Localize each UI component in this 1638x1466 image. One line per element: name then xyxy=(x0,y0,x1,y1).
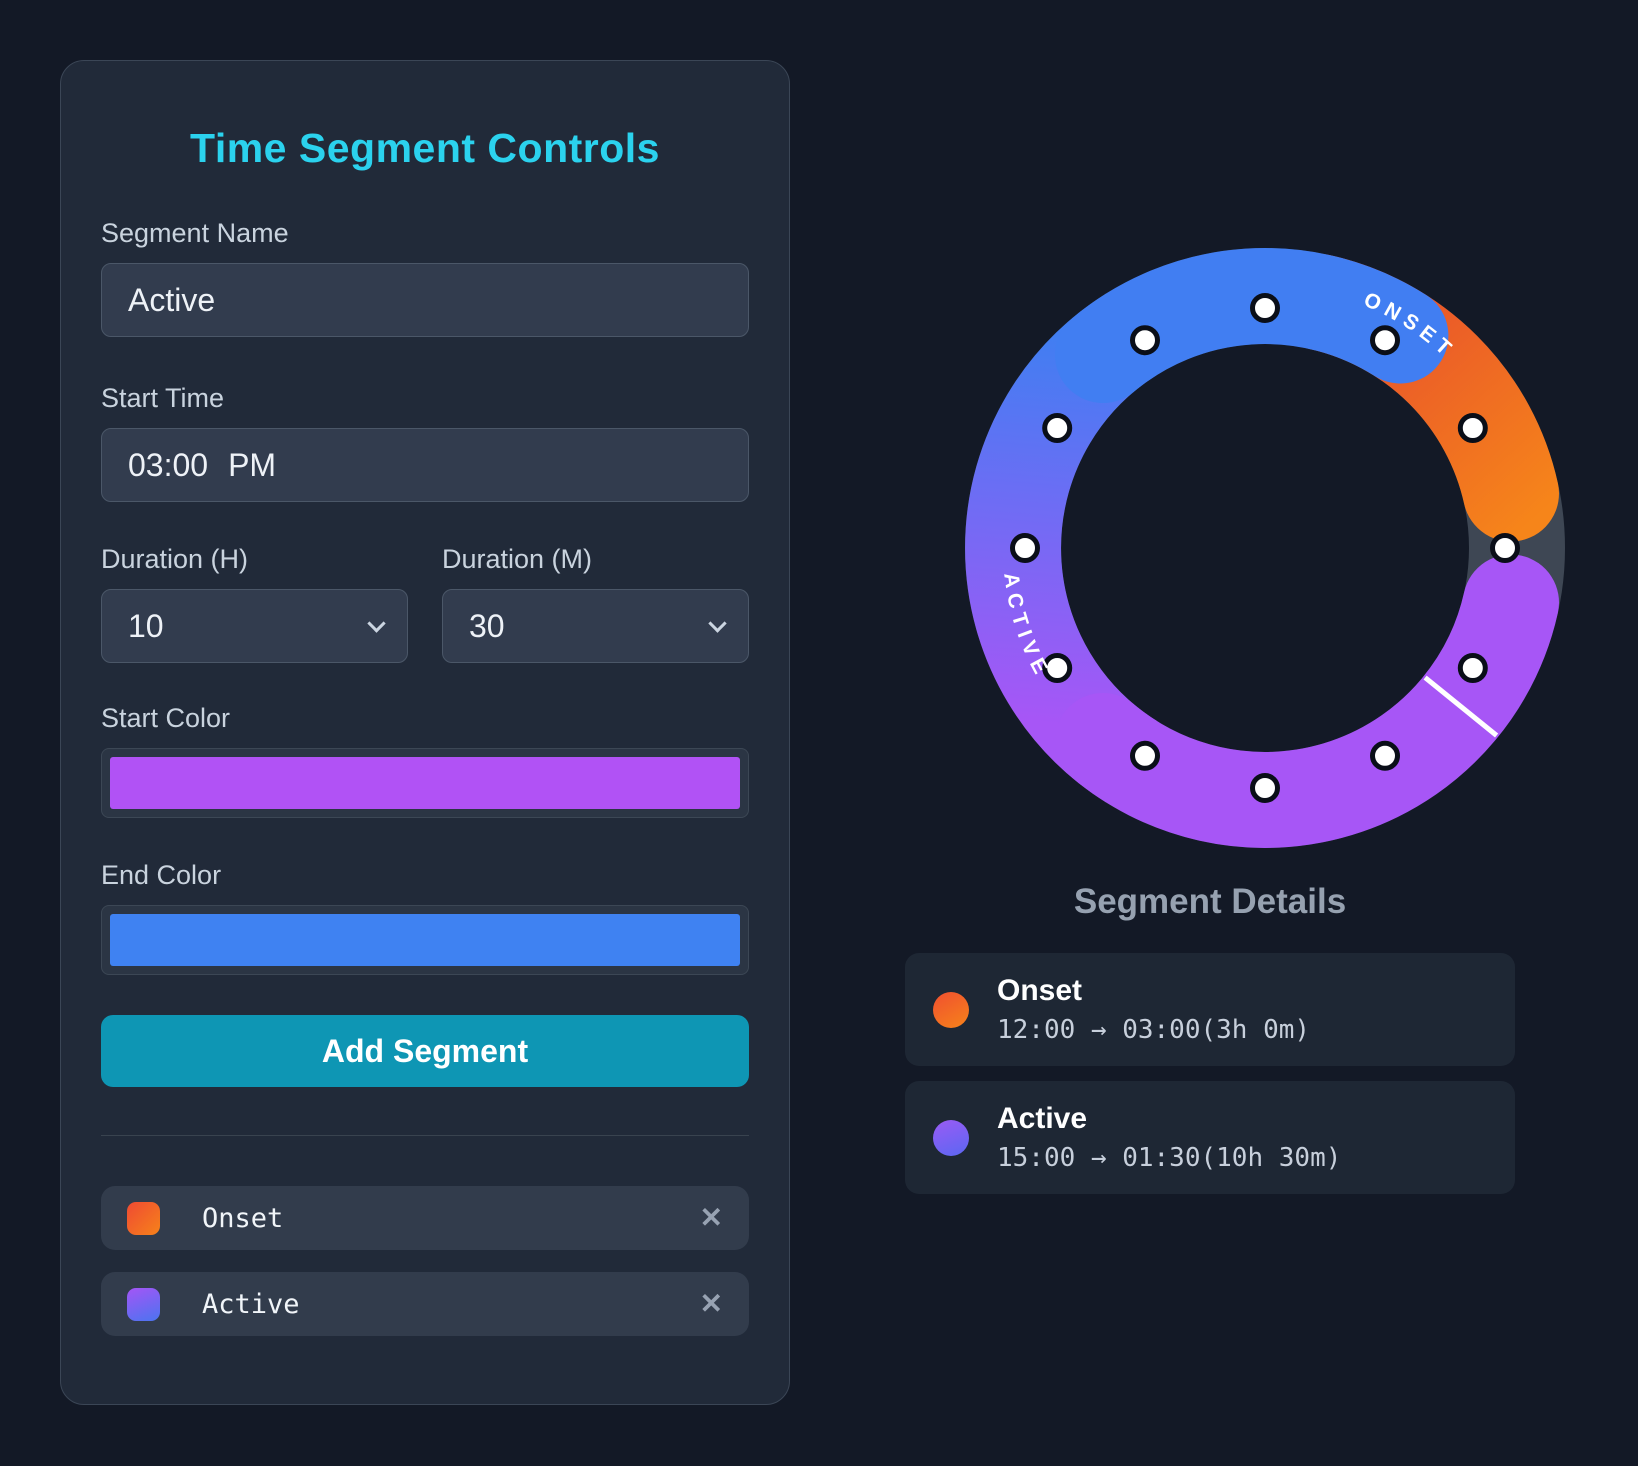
duration-hours-value: 10 xyxy=(128,607,164,644)
duration-minutes-group: Duration (M) 30 xyxy=(442,502,749,663)
segment-name-value: Active xyxy=(128,281,216,318)
panel-title: Time Segment Controls xyxy=(190,125,660,171)
segment-item-label: Active xyxy=(202,1288,300,1320)
duration-minutes-select[interactable]: 30 xyxy=(442,589,749,663)
hour-dots xyxy=(1010,293,1520,803)
start-color-label: Start Color xyxy=(101,703,231,733)
hour-dot-6[interactable] xyxy=(1250,773,1280,803)
onset-color-swatch xyxy=(127,1201,160,1235)
duration-row: Duration (H) 10 Duration (M) 30 xyxy=(101,502,749,663)
detail-range: 12:00 → 03:00(3h 0m) xyxy=(997,1015,1311,1045)
hour-dot-3[interactable] xyxy=(1490,533,1520,563)
segment-name-input[interactable]: Active xyxy=(101,263,749,337)
segment-name-label: Segment Name xyxy=(101,218,289,248)
chevron-down-icon xyxy=(708,614,727,633)
duration-hours-select[interactable]: 10 xyxy=(101,589,408,663)
end-color-picker[interactable] xyxy=(101,905,749,975)
duration-hours-group: Duration (H) 10 xyxy=(101,502,408,663)
duration-hours-label: Duration (H) xyxy=(101,544,249,574)
detail-name: Active xyxy=(997,1102,1088,1135)
segment-list-item-onset[interactable]: Onset ✕ xyxy=(101,1186,749,1250)
duration-minutes-label: Duration (M) xyxy=(442,544,593,574)
hour-dot-11[interactable] xyxy=(1130,325,1160,356)
hour-dot-10[interactable] xyxy=(1042,413,1073,443)
start-time-label: Start Time xyxy=(101,383,225,413)
start-color-swatch xyxy=(110,757,740,809)
detail-name: Onset xyxy=(997,974,1083,1007)
hour-dot-7[interactable] xyxy=(1130,740,1160,771)
hour-dot-8[interactable] xyxy=(1042,653,1073,683)
add-segment-button[interactable]: Add Segment xyxy=(101,1015,749,1087)
segment-item-label: Onset xyxy=(202,1202,284,1234)
start-color-picker[interactable] xyxy=(101,748,749,818)
detail-text: Active 15:00 → 01:30(10h 30m) xyxy=(997,1102,1341,1173)
hour-dot-12[interactable] xyxy=(1250,293,1280,323)
duration-minutes-value: 30 xyxy=(469,607,505,644)
detail-card-active[interactable]: Active 15:00 → 01:30(10h 30m) xyxy=(905,1081,1515,1194)
end-color-label: End Color xyxy=(101,860,222,890)
tick-marker xyxy=(1423,675,1499,738)
active-color-swatch xyxy=(127,1287,160,1321)
time-segment-controls-panel: Time Segment Controls Segment Name Activ… xyxy=(60,60,790,1405)
detail-card-onset[interactable]: Onset 12:00 → 03:00(3h 0m) xyxy=(905,953,1515,1066)
active-segment-arc-start[interactable] xyxy=(1055,554,1559,848)
start-time-value: 03:00 xyxy=(128,446,209,483)
detail-text: Onset 12:00 → 03:00(3h 0m) xyxy=(997,974,1310,1045)
hour-dot-9[interactable] xyxy=(1010,533,1040,563)
start-time-meridiem: PM xyxy=(228,446,277,483)
hour-dot-1[interactable] xyxy=(1370,325,1400,356)
remove-segment-icon[interactable]: ✕ xyxy=(699,1288,723,1319)
onset-dot-icon xyxy=(933,991,969,1028)
hour-dot-5[interactable] xyxy=(1370,740,1400,771)
hour-dot-4[interactable] xyxy=(1457,653,1488,683)
active-dot-icon xyxy=(933,1119,969,1156)
segment-details-heading: Segment Details xyxy=(1073,882,1347,921)
detail-range: 15:00 → 01:30(10h 30m) xyxy=(997,1143,1342,1173)
time-segment-ring-chart[interactable]: ONSET ACTIVE xyxy=(965,248,1565,848)
chevron-down-icon xyxy=(367,614,386,633)
divider xyxy=(101,1135,749,1136)
hour-dot-2[interactable] xyxy=(1457,413,1488,443)
remove-segment-icon[interactable]: ✕ xyxy=(699,1202,723,1233)
segment-list-item-active[interactable]: Active ✕ xyxy=(101,1272,749,1336)
start-time-input[interactable]: 03:00 PM xyxy=(101,428,749,502)
end-color-swatch xyxy=(110,914,740,966)
